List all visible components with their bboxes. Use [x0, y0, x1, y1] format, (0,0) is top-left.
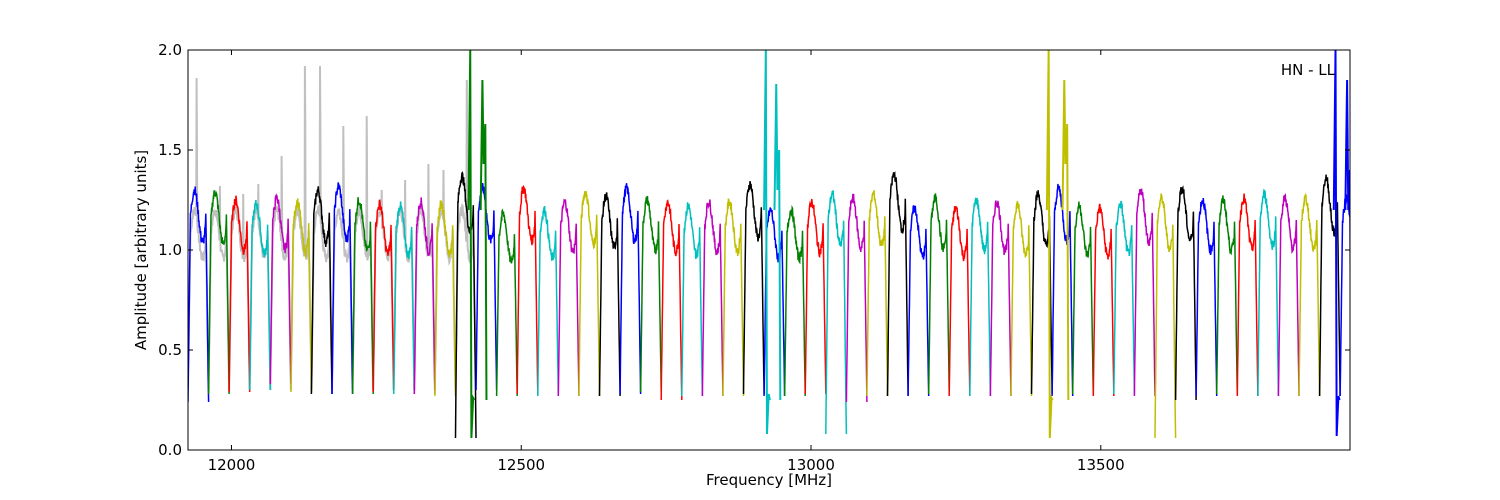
- reference-trace: [188, 77, 210, 391]
- spike-trace: [479, 79, 488, 401]
- channel-trace: [825, 190, 848, 435]
- channel-trace: [722, 198, 745, 397]
- channel-trace: [866, 190, 889, 397]
- channel-trace: [207, 189, 230, 395]
- channel-trace: [495, 208, 518, 397]
- spike-trace: [1061, 79, 1070, 401]
- channel-trace: [269, 192, 292, 385]
- channel-trace: [1071, 201, 1095, 395]
- reference-trace: [310, 65, 333, 391]
- channel-trace: [660, 199, 683, 401]
- channel-trace: [1215, 195, 1239, 395]
- channel-trace: [886, 170, 909, 397]
- spike-trace: [773, 83, 782, 401]
- spike-trace: [467, 50, 476, 439]
- y-tick-label: 1.0: [158, 241, 182, 259]
- channel-trace: [392, 201, 416, 395]
- channel-trace: [619, 183, 642, 395]
- channel-trace: [1195, 198, 1218, 397]
- channel-trace: [537, 205, 560, 397]
- reference-trace: [207, 185, 231, 391]
- channel-trace: [557, 198, 580, 397]
- channel-trace: [1051, 183, 1074, 397]
- reference-trace: [331, 125, 354, 391]
- x-tick-label: 12500: [497, 456, 545, 474]
- channel-trace: [578, 190, 601, 397]
- channel-trace: [413, 197, 436, 395]
- y-tick-label: 1.5: [158, 141, 182, 159]
- channel-trace: [1339, 194, 1350, 397]
- channel-trace: [907, 205, 930, 397]
- channel-trace: [701, 199, 724, 397]
- reference-trace: [413, 163, 436, 391]
- y-tick-label: 0.5: [158, 341, 182, 359]
- channel-trace: [516, 184, 539, 395]
- spike-trace: [1344, 79, 1350, 369]
- channel-trace: [681, 202, 704, 397]
- reference-trace: [351, 115, 375, 391]
- spike-trace: [763, 50, 771, 435]
- reference-trace: [248, 183, 272, 391]
- channel-trace: [1361, 199, 1382, 436]
- channel-trace: [372, 199, 395, 393]
- channel-trace: [927, 193, 950, 395]
- channel-trace: [742, 180, 765, 395]
- spike-trace: [1332, 50, 1341, 437]
- channel-trace: [804, 198, 827, 395]
- reference-trace: [269, 155, 292, 391]
- channel-trace: [1010, 200, 1033, 397]
- y-tick-label: 0.0: [158, 441, 182, 459]
- x-tick-label: 12000: [208, 456, 256, 474]
- x-tick-label: 13500: [1077, 456, 1125, 474]
- channel-trace: [188, 186, 210, 403]
- reference-trace: [454, 79, 477, 391]
- y-tick-label: 2.0: [158, 41, 182, 59]
- channel-trace: [331, 182, 354, 395]
- reference-trace: [433, 169, 457, 391]
- panel-annotation: HN - LL: [1281, 61, 1336, 79]
- channel-trace: [1298, 192, 1321, 397]
- channel-trace: [1113, 200, 1136, 395]
- channel-trace: [1257, 188, 1280, 397]
- channel-trace: [1174, 185, 1197, 401]
- y-axis-label: Amplitude [arbitrary units]: [132, 150, 150, 350]
- channel-trace: [763, 207, 786, 397]
- channel-trace: [1133, 188, 1156, 397]
- channel-trace: [1154, 193, 1177, 439]
- x-tick-label: 13000: [787, 456, 835, 474]
- channel-trace: [1277, 193, 1300, 397]
- channel-trace: [351, 197, 374, 395]
- channel-trace: [434, 200, 457, 397]
- channel-trace: [783, 204, 806, 397]
- reference-trace: [228, 193, 251, 391]
- channel-trace: [290, 198, 313, 393]
- channel-trace: [598, 192, 621, 397]
- plot-area: [188, 50, 1382, 439]
- spike-trace: [1045, 50, 1054, 439]
- channel-trace: [248, 200, 272, 391]
- reference-trace: [392, 179, 416, 391]
- channel-trace: [948, 205, 971, 397]
- channel-trace: [228, 195, 251, 393]
- channel-trace: [989, 200, 1012, 397]
- channel-trace: [1092, 203, 1115, 397]
- channel-trace: [969, 197, 992, 397]
- channel-trace: [639, 195, 662, 393]
- axes: 12000 12500 13000 13500 0.0 0.5 1.0 1.5 2.0: [158, 41, 1350, 474]
- channel-trace: [1236, 193, 1259, 397]
- channel-trace: [454, 171, 477, 439]
- x-axis-label: Frequency [MHz]: [706, 471, 832, 489]
- channel-trace: [845, 193, 868, 403]
- channel-trace: [310, 186, 333, 395]
